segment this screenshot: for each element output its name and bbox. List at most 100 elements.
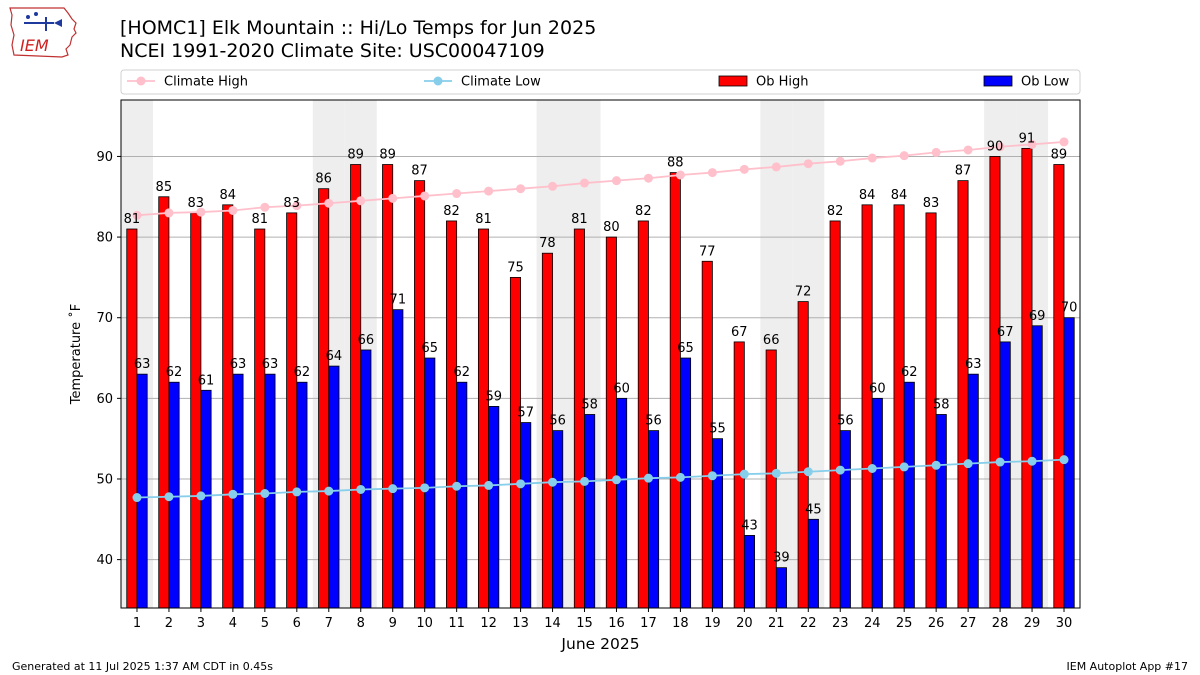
y-tick-label: 90 bbox=[96, 150, 113, 165]
ob-high-label: 84 bbox=[219, 188, 236, 203]
climate-high-point bbox=[771, 162, 781, 172]
x-tick-label: 26 bbox=[928, 616, 945, 631]
y-tick-label: 40 bbox=[96, 553, 113, 568]
ob-high-label: 67 bbox=[731, 325, 748, 340]
ob-low-label: 60 bbox=[613, 381, 630, 396]
y-tick-label: 80 bbox=[96, 231, 113, 246]
x-tick-label: 15 bbox=[576, 616, 593, 631]
climate-high-point bbox=[707, 168, 717, 178]
ob-low-bar bbox=[935, 414, 947, 609]
climate-high-point bbox=[196, 207, 206, 217]
climate-low-point bbox=[420, 483, 430, 493]
ob-low-label: 65 bbox=[677, 341, 694, 356]
plot-frame bbox=[120, 99, 1081, 609]
climate-low-point bbox=[484, 480, 494, 490]
ob-low-bar bbox=[360, 349, 372, 609]
ob-low-label: 63 bbox=[230, 357, 247, 372]
climate-low-point bbox=[611, 475, 621, 485]
ob-high-label: 82 bbox=[635, 204, 652, 219]
ob-high-label: 80 bbox=[603, 220, 620, 235]
ob-low-bar bbox=[424, 357, 436, 609]
climate-low-point bbox=[388, 484, 398, 494]
ob-low-label: 58 bbox=[933, 397, 950, 412]
ob-high-label: 83 bbox=[923, 196, 940, 211]
ob-high-bar bbox=[286, 212, 298, 609]
x-tick-label: 1 bbox=[133, 616, 141, 631]
ob-low-bar bbox=[584, 414, 596, 609]
climate-low-point bbox=[931, 460, 941, 470]
x-tick-label: 20 bbox=[736, 616, 753, 631]
climate-lines bbox=[132, 137, 1069, 503]
x-tick-label: 29 bbox=[1024, 616, 1041, 631]
climate-low-point bbox=[260, 488, 270, 498]
ob-low-label: 62 bbox=[294, 365, 311, 380]
legend-climate-high-label: Climate High bbox=[164, 75, 248, 90]
climate-low-point bbox=[452, 481, 462, 491]
climate-high-point bbox=[963, 145, 973, 155]
x-tick-label: 8 bbox=[357, 616, 365, 631]
ob-low-bar bbox=[680, 357, 692, 609]
climate-high-point bbox=[548, 181, 558, 191]
ob-high-bar bbox=[477, 228, 490, 609]
ob-low-label: 56 bbox=[837, 414, 854, 429]
ob-low-label: 56 bbox=[549, 414, 566, 429]
climate-low-point bbox=[995, 457, 1005, 467]
ob-high-label: 81 bbox=[571, 212, 588, 227]
ob-low-bar bbox=[616, 397, 628, 609]
ob-low-bar bbox=[1031, 325, 1043, 609]
climate-high-point bbox=[835, 156, 845, 166]
ob-low-bar bbox=[903, 381, 915, 609]
x-tick-label: 19 bbox=[704, 616, 721, 631]
legend-climate-low-marker bbox=[433, 76, 443, 86]
climate-high-line bbox=[136, 141, 1065, 217]
ob-low-bar bbox=[552, 430, 564, 609]
climate-high-point bbox=[388, 193, 398, 203]
ob-high-bar bbox=[158, 196, 170, 609]
iem-logo: IEM bbox=[9, 7, 77, 58]
ob-low-bar bbox=[392, 309, 404, 609]
climate-low-point bbox=[132, 493, 142, 503]
ob-high-label: 83 bbox=[283, 196, 300, 211]
ob-high-label: 88 bbox=[667, 156, 684, 171]
chart-title: [HOMC1] Elk Mountain :: Hi/Lo Temps for … bbox=[120, 17, 597, 39]
ob-high-bar bbox=[190, 212, 202, 609]
climate-high-point bbox=[580, 178, 590, 188]
ob-low-bar bbox=[807, 518, 819, 609]
climate-low-point bbox=[707, 471, 717, 481]
climate-high-point bbox=[867, 153, 877, 163]
x-tick-label: 9 bbox=[389, 616, 397, 631]
climate-high-point bbox=[228, 205, 238, 215]
ob-low-bar bbox=[488, 406, 500, 609]
climate-high-point bbox=[356, 196, 366, 206]
y-tick-label: 50 bbox=[96, 472, 113, 487]
climate-low-point bbox=[516, 479, 526, 489]
ob-high-label: 89 bbox=[1051, 148, 1068, 163]
ob-high-bar bbox=[1053, 164, 1065, 609]
ob-low-bar bbox=[967, 373, 979, 609]
ob-high-label: 81 bbox=[124, 212, 141, 227]
ob-low-label: 61 bbox=[198, 373, 215, 388]
x-tick-label: 10 bbox=[416, 616, 433, 631]
ob-low-label: 43 bbox=[741, 518, 758, 533]
legend-climate-low-label: Climate Low bbox=[461, 75, 541, 90]
ob-high-bar bbox=[254, 228, 266, 609]
ob-high-label: 89 bbox=[379, 148, 396, 163]
ob-low-bar bbox=[520, 422, 532, 609]
generated-timestamp: Generated at 11 Jul 2025 1:37 AM CDT in … bbox=[12, 660, 273, 673]
ob-low-label: 65 bbox=[422, 341, 439, 356]
climate-high-point bbox=[899, 151, 909, 161]
climate-high-point bbox=[611, 176, 621, 186]
x-tick-label: 13 bbox=[512, 616, 529, 631]
ob-low-label: 45 bbox=[805, 502, 822, 517]
climate-low-point bbox=[1059, 455, 1069, 465]
climate-high-point bbox=[420, 191, 430, 201]
ob-high-label: 82 bbox=[443, 204, 460, 219]
climate-low-point bbox=[292, 487, 302, 497]
ob-low-label: 62 bbox=[901, 365, 918, 380]
ob-high-bar bbox=[541, 252, 553, 609]
ob-high-bar bbox=[126, 228, 138, 609]
climate-high-point bbox=[164, 208, 174, 218]
climate-high-point bbox=[1027, 139, 1037, 149]
climate-high-point bbox=[739, 164, 749, 174]
